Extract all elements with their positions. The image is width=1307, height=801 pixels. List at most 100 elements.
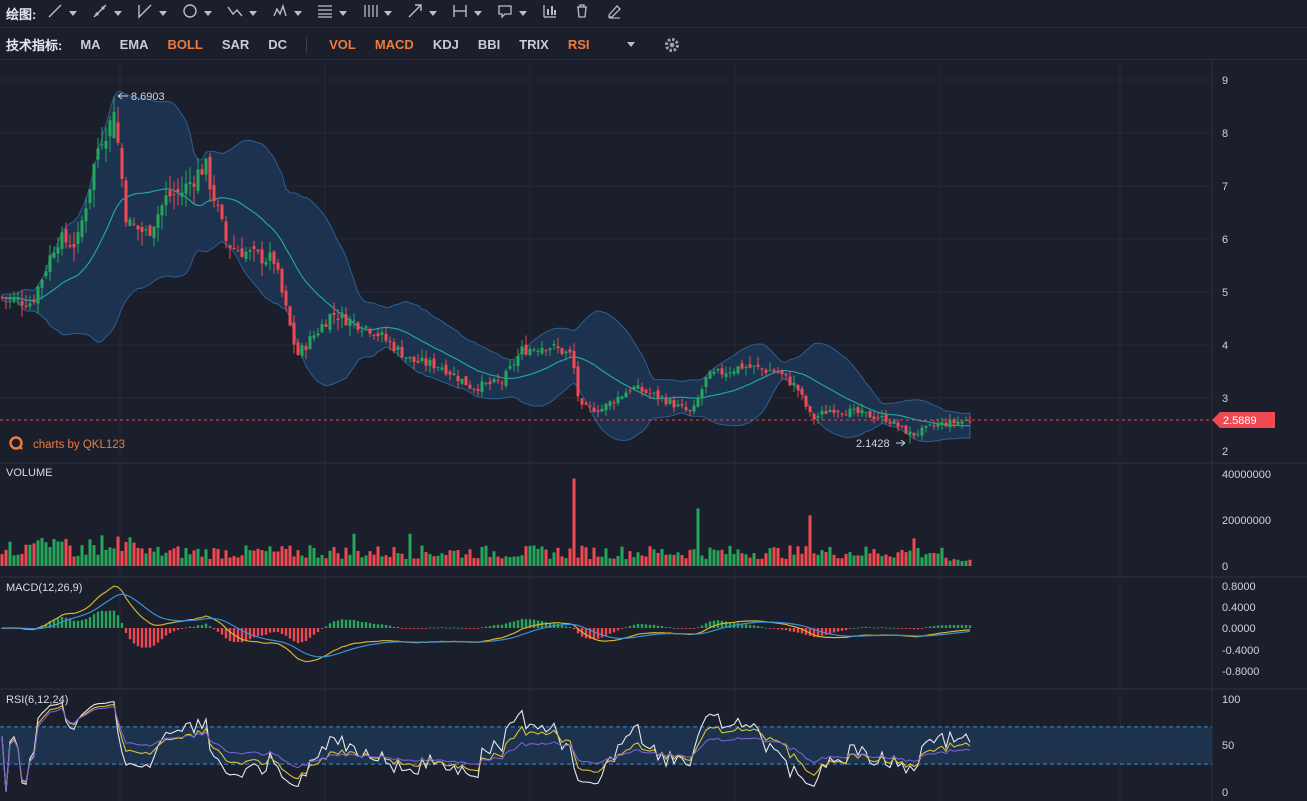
macd-histogram-bar [416,628,420,629]
candle [112,96,116,139]
macd-histogram-bar [164,628,168,636]
macd-histogram-bar [940,625,944,628]
macd-histogram-bar [812,628,816,638]
candle [676,399,680,408]
more-indicators-dropdown[interactable] [626,42,635,47]
chart-area[interactable]: 9 8 7 6 5 4 3 2 40000000 20000000 0 0.8000 0.4000 0.0… [0,61,1307,801]
macd-histogram-bar [324,626,328,628]
volume-bar [64,538,68,566]
macd-histogram-bar [224,628,228,639]
volume-bar [608,558,612,566]
candle [876,412,880,421]
fibonacci-tool-button[interactable] [316,2,348,25]
volume-bar [192,550,196,566]
indicator-macd-button[interactable]: MACD [374,37,414,52]
macd-histogram-bar [864,626,868,628]
line-tool-button[interactable] [46,2,78,25]
candle [708,370,712,379]
macd-histogram-bar [480,627,484,629]
candle [48,244,52,281]
volume-bar [628,551,632,566]
macd-histogram-bar [428,627,432,629]
indicator-bbi-button[interactable]: BBI [477,37,501,52]
volume-bar [740,553,744,566]
price-pane [0,90,972,444]
volume-bar [704,558,708,566]
low-price-annotation: 2.1428 [856,438,906,450]
rsi-24-line [1,706,971,793]
macd-histogram-bar [784,628,788,631]
channel-tool-button[interactable] [136,2,168,25]
fibonacci-tool-icon [316,2,334,25]
comment-tool-button[interactable] [496,2,528,25]
volume-bar [392,547,396,566]
candle [376,328,380,342]
candle [588,401,592,413]
gear-icon[interactable] [663,36,681,54]
volume-bar [760,558,764,566]
macd-histogram-bar [560,625,564,628]
volume-bar [420,545,424,566]
indicator-sar-button[interactable]: SAR [221,37,250,52]
candle [540,341,544,356]
candle [212,175,216,208]
rsi-pane-label: RSI(6,12,24) [6,694,68,706]
indicator-trix-button[interactable]: TRIX [519,37,549,52]
chart-type-button[interactable] [541,2,559,25]
macd-histogram-bar [776,628,780,630]
candle [40,278,44,300]
macd-histogram-bar [944,625,948,628]
ray-tool-button[interactable] [91,2,123,25]
candle [388,336,392,351]
volume-bar [668,554,672,566]
pattern-tool-button[interactable] [271,2,303,25]
volume-bar [108,547,112,566]
macd-histogram-bar [108,610,112,628]
macd-histogram-bar [808,628,812,637]
arrow-tool-button[interactable] [406,2,438,25]
gann-tool-button[interactable] [361,2,393,25]
indicator-ema-button[interactable]: EMA [119,37,149,52]
trash-button[interactable] [573,2,591,25]
macd-histogram-bar [652,624,656,628]
indicator-kdj-button[interactable]: KDJ [432,37,459,52]
macd-histogram-bar [64,617,68,628]
candle [164,180,168,217]
candle [68,234,72,249]
macd-histogram-bar [968,625,972,628]
candle [352,313,356,329]
volume-bar [216,548,220,566]
candle [808,405,812,417]
volume-bar [240,555,244,566]
eraser-button[interactable] [605,2,623,25]
candle [796,384,800,398]
volume-bar [100,535,104,566]
macd-histogram-bar [256,628,260,636]
circle-tool-button[interactable] [181,2,213,25]
macd-histogram-bar [736,623,740,628]
volume-bar [780,557,784,566]
candle [748,356,752,369]
volume-bar [552,552,556,566]
macd-histogram-bar [248,628,252,640]
macd-histogram-bar [104,611,108,628]
volume-bar [752,552,756,566]
volume-bar [644,556,648,566]
macd-histogram-bar [384,625,388,628]
indicator-boll-button[interactable]: BOLL [167,37,203,52]
volume-bar [104,549,108,566]
candle [768,362,772,372]
measure-tool-button[interactable] [451,2,483,25]
wave-tool-button[interactable] [226,2,258,25]
indicator-vol-button[interactable]: VOL [329,37,356,52]
volume-bar [156,546,160,566]
volume-bar [568,548,572,566]
indicator-rsi-button[interactable]: RSI [567,37,590,52]
macd-histogram-bar [524,619,528,628]
indicator-dc-button[interactable]: DC [268,37,288,52]
indicator-ma-button[interactable]: MA [80,37,101,52]
volume-bar [500,558,504,566]
macd-histogram-bar [184,627,188,629]
volume-bar [408,533,412,566]
volume-bar [328,550,332,566]
